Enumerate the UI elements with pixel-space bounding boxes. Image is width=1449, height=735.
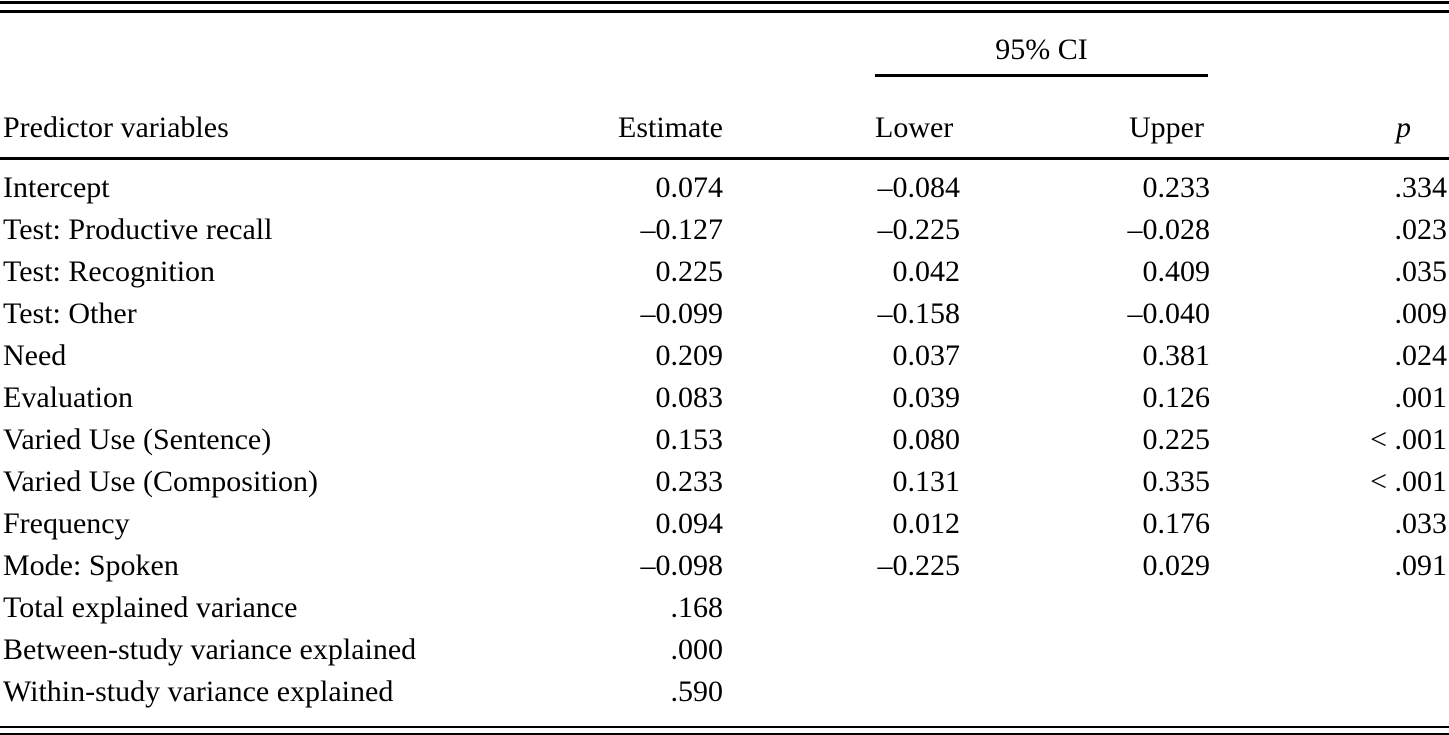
table-row: Need 0.209 0.037 0.381 .024 bbox=[0, 335, 1449, 377]
upper-cell: 0.335 bbox=[1142, 465, 1211, 498]
predictor-cell: Varied Use (Sentence) bbox=[3, 423, 272, 456]
table-bottom-rule bbox=[0, 726, 1449, 735]
p-cell: .023 bbox=[1394, 213, 1448, 246]
col-header-upper: Upper bbox=[960, 77, 1210, 160]
spanner-empty-p bbox=[1210, 13, 1449, 77]
p-cell bbox=[1210, 671, 1449, 713]
estimate-cell: 0.074 bbox=[655, 171, 724, 204]
estimate-cell: 0.225 bbox=[655, 255, 724, 288]
estimate-cell: 0.209 bbox=[655, 339, 724, 372]
lower-cell: –0.225 bbox=[877, 213, 961, 246]
estimate-cell: .590 bbox=[670, 675, 724, 708]
upper-cell: 0.029 bbox=[1142, 549, 1211, 582]
predictor-cell: Test: Productive recall bbox=[3, 213, 273, 246]
estimate-cell: 0.094 bbox=[655, 507, 724, 540]
table-top-rule bbox=[0, 1, 1449, 13]
lower-cell bbox=[723, 629, 960, 671]
table-row: Evaluation 0.083 0.039 0.126 .001 bbox=[0, 377, 1449, 419]
estimate-cell: .168 bbox=[670, 591, 724, 624]
table-row: Test: Other –0.099 –0.158 –0.040 .009 bbox=[0, 293, 1449, 335]
table-row: Intercept 0.074 –0.084 0.233 .334 bbox=[0, 159, 1449, 210]
estimate-cell: –0.127 bbox=[640, 213, 724, 246]
upper-cell: –0.028 bbox=[1127, 213, 1211, 246]
regression-results-table: 95% CI Predictor variables Estimate Lowe… bbox=[0, 13, 1449, 713]
table-row: Varied Use (Sentence) 0.153 0.080 0.225 … bbox=[0, 419, 1449, 461]
column-header-row: Predictor variables Estimate Lower Upper… bbox=[0, 77, 1449, 160]
lower-cell: 0.012 bbox=[892, 507, 961, 540]
table-row: Varied Use (Composition) 0.233 0.131 0.3… bbox=[0, 461, 1449, 503]
spanner-empty-estimate bbox=[560, 13, 723, 77]
table-row: Test: Productive recall –0.127 –0.225 –0… bbox=[0, 209, 1449, 251]
predictor-cell: Intercept bbox=[3, 171, 110, 204]
p-cell: .035 bbox=[1394, 255, 1448, 288]
predictor-cell: Evaluation bbox=[3, 381, 133, 414]
lower-cell: –0.084 bbox=[877, 171, 961, 204]
lower-cell: 0.039 bbox=[892, 381, 961, 414]
upper-cell bbox=[960, 629, 1210, 671]
p-cell: .091 bbox=[1394, 549, 1448, 582]
col-header-predictor: Predictor variables bbox=[0, 77, 560, 160]
predictor-cell: Frequency bbox=[3, 507, 130, 540]
lower-cell: 0.131 bbox=[892, 465, 961, 498]
ci-spanner-cell: 95% CI bbox=[723, 13, 1210, 77]
lower-cell bbox=[723, 671, 960, 713]
upper-cell: 0.126 bbox=[1142, 381, 1211, 414]
col-header-p: p bbox=[1210, 77, 1449, 160]
upper-cell: –0.040 bbox=[1127, 297, 1211, 330]
estimate-cell: 0.153 bbox=[655, 423, 724, 456]
ci-spanner-row: 95% CI bbox=[0, 13, 1449, 77]
upper-cell: 0.176 bbox=[1142, 507, 1211, 540]
lower-cell: 0.042 bbox=[892, 255, 961, 288]
estimate-cell: .000 bbox=[670, 633, 724, 666]
spanner-empty-predictor bbox=[0, 13, 560, 77]
estimate-cell: 0.083 bbox=[655, 381, 724, 414]
lower-cell: –0.225 bbox=[877, 549, 961, 582]
lower-cell: 0.037 bbox=[892, 339, 961, 372]
predictor-cell: Test: Recognition bbox=[3, 255, 216, 288]
col-header-estimate: Estimate bbox=[560, 77, 723, 160]
predictor-cell: Need bbox=[3, 339, 67, 372]
p-cell: .024 bbox=[1394, 339, 1448, 372]
estimate-cell: 0.233 bbox=[655, 465, 724, 498]
estimate-cell: –0.098 bbox=[640, 549, 724, 582]
p-cell: < .001 bbox=[1370, 423, 1447, 456]
table-row: Between-study variance explained .000 bbox=[0, 629, 1449, 671]
p-cell bbox=[1210, 629, 1449, 671]
upper-cell: 0.225 bbox=[1142, 423, 1211, 456]
p-cell: .001 bbox=[1394, 381, 1448, 414]
predictor-cell: Varied Use (Composition) bbox=[3, 465, 318, 498]
upper-cell: 0.233 bbox=[1142, 171, 1211, 204]
table-row: Mode: Spoken –0.098 –0.225 0.029 .091 bbox=[0, 545, 1449, 587]
upper-cell: 0.409 bbox=[1142, 255, 1211, 288]
predictor-cell: Mode: Spoken bbox=[3, 549, 179, 582]
predictor-cell: Test: Other bbox=[3, 297, 137, 330]
ci-spanner-label: 95% CI bbox=[995, 33, 1088, 66]
p-cell: .334 bbox=[1394, 171, 1448, 204]
upper-cell: 0.381 bbox=[1142, 339, 1211, 372]
table-row: Test: Recognition 0.225 0.042 0.409 .035 bbox=[0, 251, 1449, 293]
lower-cell: 0.080 bbox=[892, 423, 961, 456]
p-cell: .009 bbox=[1394, 297, 1448, 330]
ci-spanner-heading: 95% CI bbox=[875, 33, 1208, 77]
p-cell: < .001 bbox=[1370, 465, 1447, 498]
predictor-cell: Within-study variance explained bbox=[3, 675, 394, 708]
estimate-cell: –0.099 bbox=[640, 297, 724, 330]
predictor-cell: Between-study variance explained bbox=[3, 633, 417, 666]
predictor-cell: Total explained variance bbox=[3, 591, 298, 624]
table-row: Frequency 0.094 0.012 0.176 .033 bbox=[0, 503, 1449, 545]
table-row: Within-study variance explained .590 bbox=[0, 671, 1449, 713]
upper-cell bbox=[960, 671, 1210, 713]
p-cell: .033 bbox=[1394, 507, 1448, 540]
col-header-lower: Lower bbox=[723, 77, 960, 160]
p-cell bbox=[1210, 587, 1449, 629]
lower-cell: –0.158 bbox=[877, 297, 961, 330]
upper-cell bbox=[960, 587, 1210, 629]
table-row: Total explained variance .168 bbox=[0, 587, 1449, 629]
lower-cell bbox=[723, 587, 960, 629]
